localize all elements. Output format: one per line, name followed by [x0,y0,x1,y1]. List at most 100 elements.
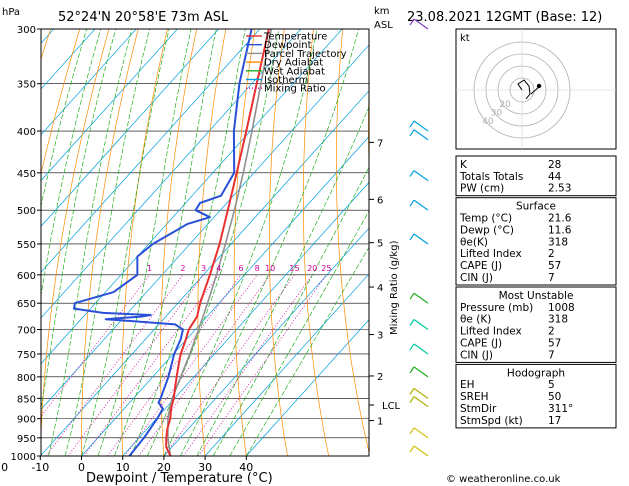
dry-adiabat-line [268,29,288,456]
mixing-ratio-line [183,274,313,456]
index-value: 50 [548,391,561,403]
mixing-ratio-label: 1 [147,264,152,273]
altitude-tick-label: 1 [377,417,383,428]
index-label: Pressure (mb) [460,302,533,314]
wind-barb-flag [409,129,415,137]
wet-adiabat-line [180,29,359,456]
isotherm-line [0,29,13,456]
altitude-tick-label: 2 [377,372,383,383]
index-value: 318 [548,236,568,248]
wet-adiabat-line [147,29,280,456]
sounding-series [73,29,273,456]
mixing-ratio-label: 8 [255,264,260,273]
wet-adiabat-line [41,29,88,208]
mixing-ratio-line [164,274,295,456]
isotherm-line [246,319,369,456]
wind-barb [413,120,429,132]
legend-label: Isotherm [264,75,308,86]
wet-adiabat-line [196,106,369,456]
legend-label: Dry Adiabat [264,58,323,69]
pressure-tick-label: 400 [17,127,36,138]
index-value: 7 [548,349,555,361]
isotherm-lines [0,29,369,456]
index-label: CIN (J) [460,272,493,284]
index-value: 5 [548,379,555,391]
mixing-ratio-axis-label: Mixing Ratio (g/kg) [389,240,400,335]
dry-adiabat-line [336,29,369,454]
wind-barb [413,292,429,304]
datetime-title: 23.08.2021 12GMT (Base: 12) [407,10,602,25]
pressure-tick-label: 950 [17,434,36,445]
wind-barb-flag [409,170,415,177]
wind-barb [413,343,429,355]
wet-adiabat-lines [41,29,369,456]
wet-adiabat-line [64,29,150,456]
temperature-tick-label: 40 [239,461,253,474]
wind-barb [413,366,429,378]
wind-barb [413,445,429,457]
isotherm-line [41,44,369,410]
index-label: Lifted Index [460,248,522,260]
isotherm-line [41,29,219,227]
mixing-ratio-label: 20 [307,264,317,273]
wind-barb-flag [409,396,415,403]
temperature-tick-label: 20 [157,461,171,474]
parcel-trajectory-line [167,29,273,456]
wind-barb-flag [409,199,415,207]
pressure-tick-label: 550 [17,240,36,251]
pressure-tick-label: 600 [17,271,36,282]
wet-adiabat-line [212,166,369,456]
mixing-ratio-label: 4 [216,264,221,273]
index-label: StmSpd (kt) [460,415,523,427]
mixing-ratio-line [41,274,150,418]
legend-label: Wet Adiabat [264,66,325,77]
mixing-ratio-label: 3 [201,264,206,273]
isotherm-line [204,273,369,456]
km-unit-label: km [374,6,390,17]
wet-adiabat-line [130,29,246,456]
indices-section-title: Hodograph [507,367,565,379]
wet-adiabat-line [41,29,102,299]
storm-motion-arrow [530,85,541,95]
temperature-tick-label: 30 [198,461,212,474]
pressure-tick-label: 900 [17,415,36,426]
dry-adiabat-line [121,29,168,456]
mixing-ratio-label: 15 [289,264,299,273]
wet-adiabat-line [114,29,217,456]
mixing-ratio-label: 6 [238,264,243,273]
index-value: 2.53 [548,183,571,195]
indices-box [455,363,617,429]
index-label: Temp (°C) [459,213,512,225]
indices-section-title: Surface [516,201,556,213]
wind-barb [413,199,429,211]
isotherm-line [41,29,178,182]
index-value: 57 [548,338,561,350]
wind-barb-flag [409,18,415,26]
index-value: 44 [548,171,562,183]
temperature-tick-label: 0 [78,461,85,474]
wet-adiabat-line [229,210,369,456]
hodograph-ring-label: 20 [499,100,511,110]
wind-barb [413,427,429,439]
dry-adiabat-line [233,29,256,456]
wind-barb-flag [409,388,415,395]
pressure-tick-label: 500 [17,206,36,217]
mixing-ratio-line [138,274,271,456]
index-value: 318 [548,314,568,326]
location-title: 52°24'N 20°58'E 73m ASL [58,10,229,25]
altitude-tick-label: 7 [377,138,383,149]
wind-barb-flag [409,427,415,435]
mixing-ratio-label: 2 [180,264,185,273]
pressure-tick-label: 800 [17,373,36,384]
pressure-axis: 300 350 400 450 500 550 600 650 700 750 800 850 900 9… [11,25,41,463]
index-label: θe (K) [460,314,491,326]
legend-label: Dewpoint [264,40,312,51]
altitude-tick-label: 5 [377,239,383,250]
mixing-ratio-line [67,274,204,456]
altitude-axis: 7 6 5 4 3 2 LCL 1 [369,138,401,428]
dry-adiabat-line [197,29,227,456]
index-label: CAPE (J) [460,338,502,350]
